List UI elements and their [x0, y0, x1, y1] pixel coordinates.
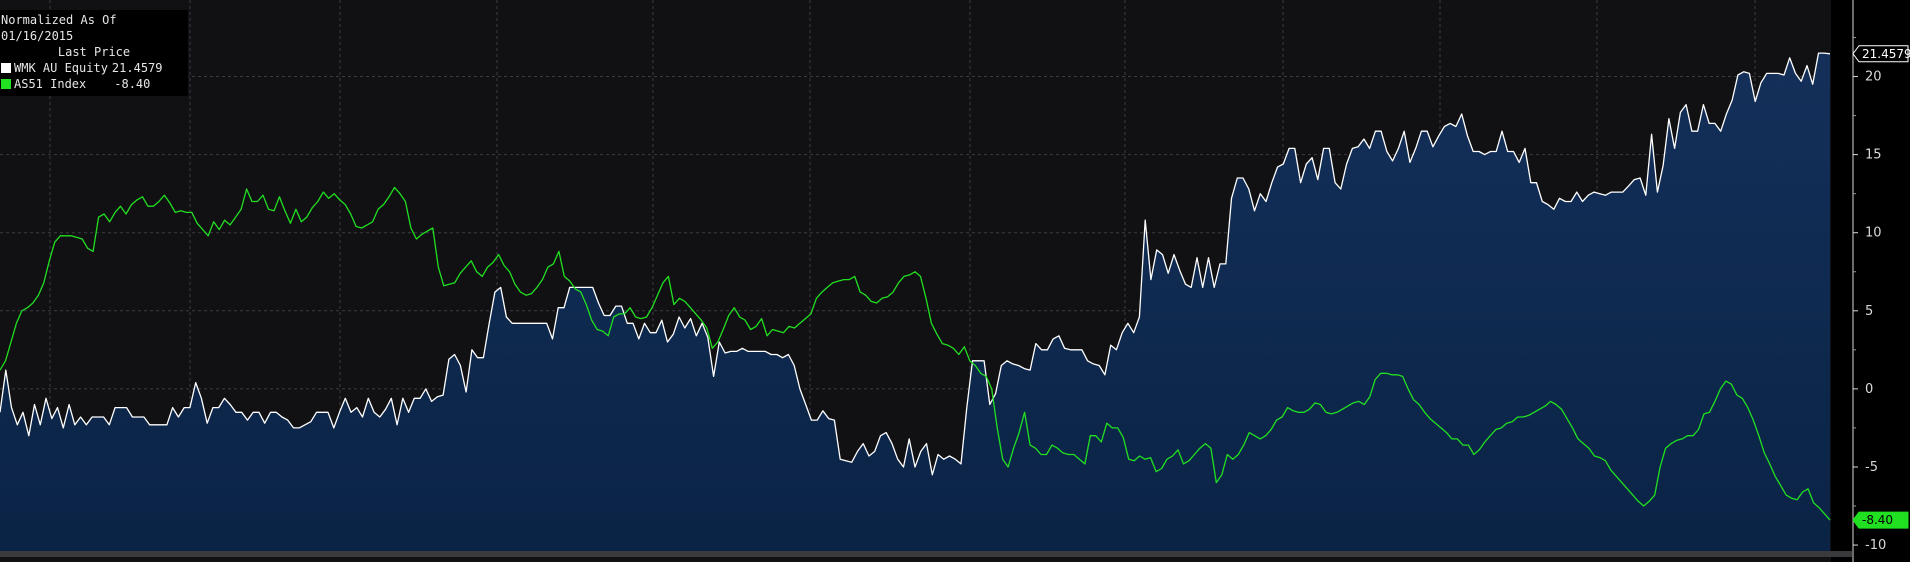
legend-swatch-wmk: [1, 63, 11, 73]
axis-tick-label-3: 5: [1865, 304, 1873, 319]
axis-tick-label-5: 15: [1865, 148, 1882, 163]
series-line-1: [0, 186, 1831, 521]
axis-tick-label-0: -10: [1865, 538, 1886, 553]
last-value-tag-0: 21.4579: [1852, 45, 1910, 63]
last-value-tag-text-1: -8.40: [1862, 513, 1893, 527]
axis-tick-label-1: -5: [1865, 460, 1878, 475]
axis-strip: [1831, 0, 1910, 562]
legend-value-wmk: 21.4579: [111, 61, 163, 75]
series-areas: [0, 53, 1830, 556]
legend-value-as51: -8.40: [114, 77, 151, 91]
series-area-0: [0, 53, 1830, 556]
legend-box: Normalized As Of 01/16/2015 Last Price W…: [0, 10, 188, 96]
last-value-tags: 21.4579 -8.40: [1852, 45, 1910, 529]
legend-header: Normalized As Of 01/16/2015: [1, 13, 117, 43]
series-lines: [0, 52, 1831, 521]
legend-swatch-as51: [1, 79, 11, 89]
y-axis: -10 -5 0 5 10 15 20: [1831, 0, 1910, 562]
axis-tick-label-2: 0: [1865, 382, 1873, 397]
series-line-0: [0, 52, 1831, 476]
legend-subheader: Last Price: [57, 45, 131, 59]
last-value-tag-1: -8.40: [1852, 511, 1909, 529]
legend-name-wmk: WMK AU Equity: [14, 61, 108, 75]
axis-tick-label-4: 10: [1865, 226, 1882, 241]
last-value-tag-text-0: 21.4579: [1862, 47, 1910, 61]
legend-item-as51[interactable]: AS51 Index -8.40: [0, 76, 188, 92]
legend-item-wmk[interactable]: WMK AU Equity 21.4579: [0, 60, 188, 76]
axis-tick-label-6: 20: [1865, 70, 1882, 85]
bottom-scroll-bar[interactable]: [0, 551, 1852, 557]
legend-name-as51: AS51 Index: [14, 77, 87, 91]
